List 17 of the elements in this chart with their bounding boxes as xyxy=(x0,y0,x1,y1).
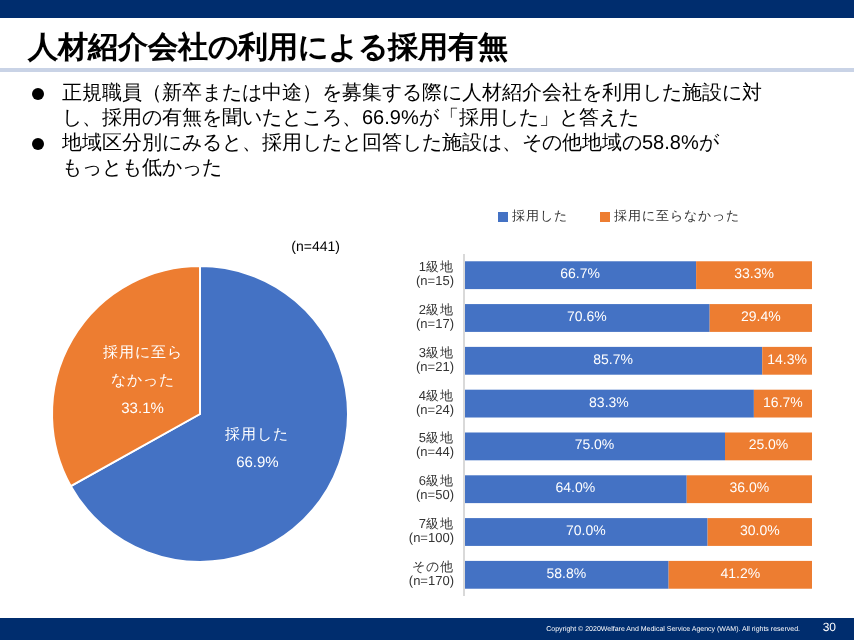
bar xyxy=(725,432,812,461)
bar xyxy=(464,261,697,290)
bar xyxy=(464,389,754,418)
text: 正規職員（新卒または中途）を募集する際に人材紹介会社を利用した施設に対し、採用の有無を聞いたところ、66.9%が「採用した」と答えた xyxy=(62,81,762,130)
bar xyxy=(464,518,708,546)
bar xyxy=(707,518,812,546)
bar xyxy=(709,304,812,332)
bar xyxy=(464,432,725,461)
bar xyxy=(464,346,763,375)
bar xyxy=(696,261,812,290)
text: 地域区分別にみると、採用したと回答した施設は、その他地域の58.8%がもっとも低かった xyxy=(60,131,721,180)
bar xyxy=(668,560,812,589)
bar xyxy=(464,560,669,589)
bar xyxy=(464,475,687,504)
bar xyxy=(686,475,812,504)
chart-title: 人材紹介会社の利用による採用有無 xyxy=(26,31,508,65)
bar xyxy=(464,304,710,332)
